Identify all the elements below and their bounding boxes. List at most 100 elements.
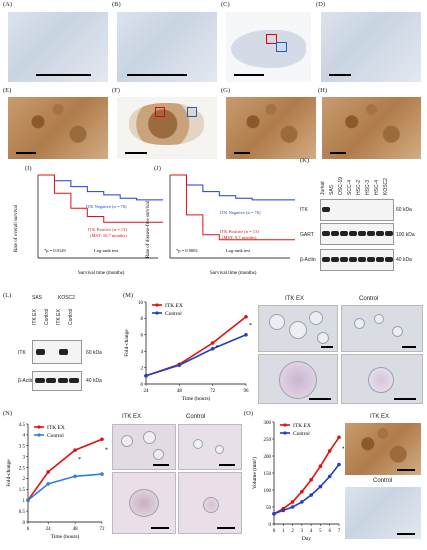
legend-marker xyxy=(283,423,287,427)
x-tick-label: 0 xyxy=(273,529,276,534)
data-point xyxy=(144,374,148,378)
blot-band xyxy=(331,231,339,236)
significance-mark: * xyxy=(249,323,252,329)
scale-bar xyxy=(127,74,187,76)
blot-band xyxy=(340,257,348,262)
blot-band xyxy=(367,231,375,236)
tumor-o-label-control: Control xyxy=(373,478,393,484)
colony-m-itk-bottom xyxy=(258,354,338,404)
lane-label: Jurkat xyxy=(320,181,326,195)
x-axis-label: Time (hours) xyxy=(51,533,80,540)
lane-label: ITK EX xyxy=(56,309,62,325)
x-tick-label: 1 xyxy=(282,529,285,534)
colony-m-label-control: Control xyxy=(359,296,379,302)
panel-label-n: (N) xyxy=(3,410,13,417)
km-i-xlabel: Survival time (months) xyxy=(78,271,125,276)
y-tick-label: 2 xyxy=(23,477,26,482)
blot-band xyxy=(331,257,339,262)
panel-label-m: (M) xyxy=(123,292,134,299)
blot-l-kda-itk: 60 kDa xyxy=(86,350,102,356)
ihc-image-a xyxy=(8,12,108,82)
x-axis-label: Time (hours) xyxy=(182,395,211,402)
data-point xyxy=(210,341,215,345)
legend-marker xyxy=(155,303,159,307)
blot-band xyxy=(322,257,330,262)
tumor-o-control-image xyxy=(345,487,421,539)
y-axis-label: Fold-change xyxy=(6,459,12,487)
data-point xyxy=(318,484,323,489)
scale-bar xyxy=(329,74,351,76)
legend-marker xyxy=(283,431,287,435)
colony-n-label-itk: ITK EX xyxy=(122,414,142,420)
x-tick-label: 72 xyxy=(100,527,106,532)
series-line-0 xyxy=(27,438,103,501)
y-tick-label: 0 xyxy=(269,523,272,528)
colony-n-control-bottom xyxy=(178,472,242,534)
panel-label-c: (C) xyxy=(221,1,230,8)
blot-band xyxy=(358,231,366,236)
blot-band xyxy=(349,231,357,236)
km-j-p-value: *p = 0.0002 xyxy=(176,248,198,253)
km-i-test: Log-rank test xyxy=(94,248,119,253)
data-point xyxy=(177,363,182,367)
data-point xyxy=(300,489,304,494)
blot-band xyxy=(385,257,393,262)
data-point xyxy=(281,508,286,513)
panel-label-g: (G) xyxy=(221,87,231,94)
km-series-positive xyxy=(170,174,295,241)
blot-k-gart-strip xyxy=(320,223,394,245)
y-tick-label: 50 xyxy=(266,506,272,511)
x-tick-label: 48 xyxy=(177,389,183,394)
lane-label: KOSC2 xyxy=(383,178,389,195)
legend-label: ITK EX xyxy=(47,425,65,431)
series-line-0 xyxy=(273,436,340,515)
x-tick-label: 6 xyxy=(328,529,331,534)
blot-l-itk-strip xyxy=(32,340,82,364)
blot-k-kda-itk: 60 kDa xyxy=(396,207,412,213)
x-tick-label: 24 xyxy=(46,527,52,532)
panel-label-i: (I) xyxy=(25,165,32,172)
y-tick-label: 4 xyxy=(141,350,144,355)
blot-band xyxy=(340,231,348,236)
data-point xyxy=(327,449,332,453)
blot-k-kda-actin: 40 kDa xyxy=(396,257,412,263)
x-tick-label: 96 xyxy=(244,389,250,394)
ihc-image-g xyxy=(226,97,316,159)
data-point xyxy=(73,448,77,452)
km-chart-j: Rate of disease-free survival Survival t… xyxy=(146,174,295,276)
km-chart-i: Rate of overall survival Survival time (… xyxy=(14,174,163,276)
x-tick-label: 24 xyxy=(144,389,150,394)
ihc-image-c xyxy=(226,12,311,82)
blot-band xyxy=(367,257,375,262)
y-tick-label: 6 xyxy=(141,334,144,339)
km-i-pos-mst: (MST: 16.7 months) xyxy=(90,233,127,238)
scale-bar xyxy=(125,152,147,154)
data-point xyxy=(337,435,341,440)
blot-l-group-kosc2: KOSC2 xyxy=(58,295,75,301)
panel-label-a: (A) xyxy=(3,1,13,8)
scale-bar xyxy=(330,152,346,154)
tissue-section xyxy=(231,30,306,68)
km-j-pos-label: ITK Positive (n = 13) xyxy=(220,229,259,234)
panel-label-l: (L) xyxy=(3,292,12,299)
significance-mark: * xyxy=(342,446,344,452)
data-point xyxy=(244,333,248,337)
data-point xyxy=(300,500,304,504)
blot-band xyxy=(358,257,366,262)
data-point xyxy=(272,512,276,516)
legend-marker xyxy=(155,311,159,315)
km-j-neg-label: ITK Negative (n = 76) xyxy=(220,210,261,215)
colony-m-label-itk: ITK EX xyxy=(285,296,305,302)
tumor-o-label-itk: ITK EX xyxy=(370,414,390,420)
data-point xyxy=(46,482,50,486)
ihc-image-b xyxy=(117,12,217,82)
y-tick-label: 8 xyxy=(141,317,144,322)
x-tick-label: 72 xyxy=(210,389,216,394)
x-axis-label: Day xyxy=(302,536,311,542)
y-tick-label: 1 xyxy=(23,499,26,504)
lane-label: ITK EX xyxy=(32,309,38,325)
ihc-image-e xyxy=(8,97,108,159)
km-j-test: Log-rank test xyxy=(226,248,251,253)
y-axis-label: Volume (mm³) xyxy=(251,457,258,489)
